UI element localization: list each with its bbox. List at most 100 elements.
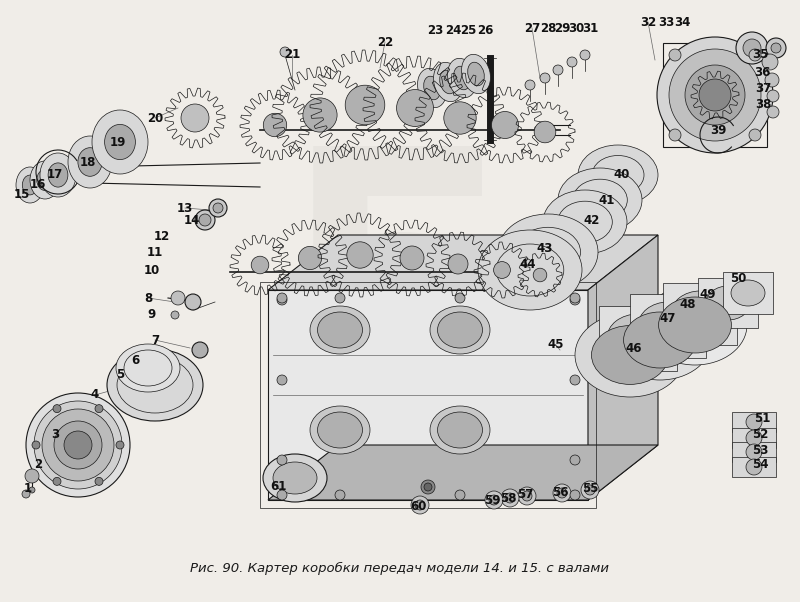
Ellipse shape	[454, 66, 470, 90]
Ellipse shape	[310, 406, 370, 454]
Text: 34: 34	[674, 16, 690, 28]
Circle shape	[280, 47, 290, 57]
Ellipse shape	[22, 175, 38, 195]
Bar	[732, 442, 776, 462]
Ellipse shape	[478, 230, 582, 310]
Text: 44: 44	[520, 258, 536, 272]
Circle shape	[669, 49, 761, 141]
Circle shape	[53, 405, 61, 412]
Text: 15: 15	[14, 188, 30, 202]
Ellipse shape	[30, 161, 60, 199]
Ellipse shape	[558, 168, 642, 232]
Circle shape	[25, 469, 39, 483]
Text: 5: 5	[274, 135, 526, 485]
Circle shape	[26, 393, 130, 497]
Circle shape	[335, 490, 345, 500]
Circle shape	[171, 311, 179, 319]
Circle shape	[736, 32, 768, 64]
Circle shape	[746, 444, 762, 460]
Text: 16: 16	[30, 179, 46, 191]
Circle shape	[195, 210, 215, 230]
Bar	[599, 306, 677, 371]
Text: 12: 12	[154, 231, 170, 243]
Circle shape	[277, 293, 287, 303]
Circle shape	[570, 375, 580, 385]
Ellipse shape	[105, 125, 135, 160]
Circle shape	[347, 242, 374, 268]
Bar	[698, 278, 758, 328]
Circle shape	[765, 73, 779, 87]
Ellipse shape	[543, 190, 627, 254]
Text: 20: 20	[147, 111, 163, 125]
Circle shape	[746, 430, 762, 446]
Text: 31: 31	[582, 22, 598, 34]
Circle shape	[455, 490, 465, 500]
Bar	[732, 412, 776, 432]
Circle shape	[303, 98, 337, 132]
Text: 58: 58	[500, 491, 516, 504]
Bar	[663, 283, 737, 345]
Ellipse shape	[68, 136, 112, 188]
Circle shape	[448, 254, 468, 274]
Text: 22: 22	[377, 36, 393, 49]
Circle shape	[669, 129, 681, 141]
Text: 21: 21	[284, 49, 300, 61]
Circle shape	[346, 85, 385, 125]
Ellipse shape	[107, 349, 203, 421]
Polygon shape	[588, 235, 658, 500]
Ellipse shape	[318, 412, 362, 448]
Ellipse shape	[434, 63, 462, 102]
Text: 1: 1	[24, 482, 32, 494]
Circle shape	[400, 246, 424, 270]
Text: 23: 23	[427, 23, 443, 37]
Text: 42: 42	[584, 214, 600, 226]
Ellipse shape	[92, 110, 148, 174]
Text: 41: 41	[599, 193, 615, 206]
Text: 30: 30	[568, 22, 584, 34]
Circle shape	[411, 496, 429, 514]
Text: 19: 19	[110, 135, 126, 149]
Text: 5: 5	[116, 368, 124, 382]
Text: 33: 33	[658, 16, 674, 28]
Circle shape	[116, 441, 124, 449]
Ellipse shape	[273, 462, 317, 494]
Circle shape	[585, 485, 595, 495]
Circle shape	[749, 49, 761, 61]
Circle shape	[749, 129, 761, 141]
Text: 10: 10	[144, 264, 160, 276]
Text: 4: 4	[91, 388, 99, 402]
Text: 49: 49	[700, 288, 716, 302]
Text: 43: 43	[537, 241, 553, 255]
Circle shape	[192, 342, 208, 358]
Bar	[732, 428, 776, 448]
Circle shape	[277, 295, 287, 305]
Bar	[663, 43, 767, 147]
Circle shape	[455, 293, 465, 303]
Circle shape	[570, 295, 580, 305]
Circle shape	[746, 459, 762, 475]
Circle shape	[522, 491, 532, 501]
Circle shape	[213, 203, 223, 213]
Ellipse shape	[462, 54, 490, 94]
Ellipse shape	[318, 312, 362, 348]
Circle shape	[53, 477, 61, 485]
Text: 7: 7	[151, 334, 159, 347]
Polygon shape	[268, 235, 658, 290]
Circle shape	[580, 50, 590, 60]
Text: 47: 47	[660, 311, 676, 324]
Ellipse shape	[430, 406, 490, 454]
Ellipse shape	[706, 286, 750, 320]
Circle shape	[501, 489, 519, 507]
Circle shape	[64, 431, 92, 459]
Text: 54: 54	[752, 459, 768, 471]
Ellipse shape	[643, 285, 747, 365]
Circle shape	[505, 493, 515, 503]
Circle shape	[32, 441, 40, 449]
Ellipse shape	[48, 163, 68, 187]
Ellipse shape	[578, 145, 658, 205]
Circle shape	[424, 483, 432, 491]
Text: 24: 24	[445, 23, 461, 37]
Ellipse shape	[447, 58, 477, 98]
Text: 45: 45	[548, 338, 564, 352]
Text: 38: 38	[755, 99, 771, 111]
